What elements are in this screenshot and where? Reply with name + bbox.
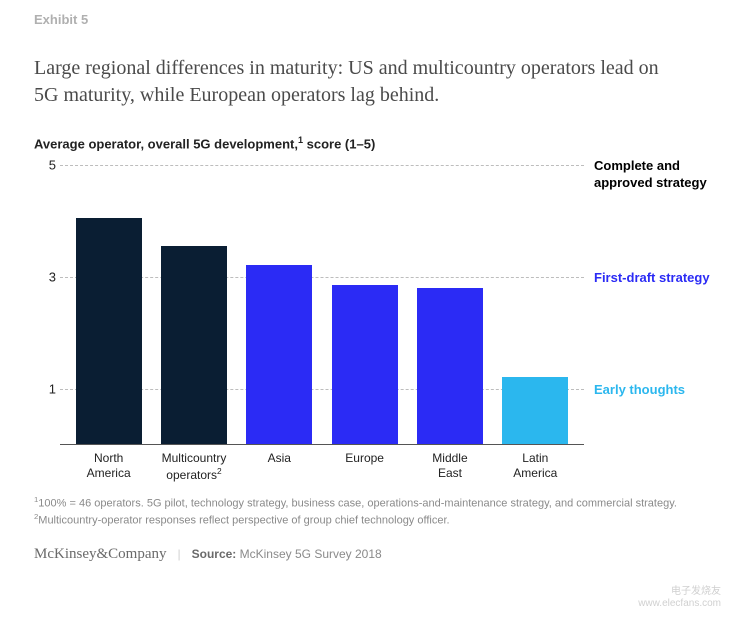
- footnotes: 1100% = 46 operators. 5G pilot, technolo…: [0, 485, 739, 528]
- x-tick-label: NorthAmerica: [76, 451, 142, 482]
- bar: [161, 246, 227, 445]
- bar: [76, 218, 142, 445]
- plot-area: [60, 165, 584, 445]
- chart-title: Large regional differences in maturity: …: [0, 27, 739, 109]
- watermark-line1: 电子发烧友: [638, 586, 721, 598]
- source-text: McKinsey 5G Survey 2018: [240, 547, 382, 561]
- y-tick-label: 3: [34, 270, 56, 285]
- x-axis-labels: NorthAmerica Multicountryoperators2 Asia Eu…: [60, 451, 584, 482]
- watermark: 电子发烧友 www.elecfans.com: [638, 586, 721, 610]
- bar: [246, 265, 312, 444]
- bar: [417, 288, 483, 445]
- bars-container: [60, 165, 584, 444]
- footnote-2: 2Multicountry-operator responses reflect…: [34, 512, 699, 529]
- divider: |: [178, 546, 181, 561]
- x-tick-label: Multicountryoperators2: [161, 451, 227, 482]
- scale-annotation: Early thoughts: [594, 382, 734, 398]
- chart-subtitle: Average operator, overall 5G development…: [0, 109, 739, 151]
- exhibit-label: Exhibit 5: [0, 0, 739, 27]
- watermark-line2: www.elecfans.com: [638, 598, 721, 610]
- scale-annotation: Complete and approved strategy: [594, 158, 734, 191]
- x-tick-label: MiddleEast: [417, 451, 483, 482]
- bar: [502, 377, 568, 444]
- source-line: McKinsey&Company | Source: McKinsey 5G S…: [0, 528, 739, 563]
- brand-logo-text: McKinsey&Company: [34, 546, 167, 562]
- bar-chart: 135 Complete and approved strategyFirst-…: [34, 165, 704, 485]
- source-label: Source:: [192, 547, 237, 561]
- footnote-1: 1100% = 46 operators. 5G pilot, technolo…: [34, 495, 699, 512]
- y-tick-label: 5: [34, 158, 56, 173]
- scale-annotation: First-draft strategy: [594, 270, 734, 286]
- x-tick-label: Europe: [332, 451, 398, 482]
- x-tick-label: LatinAmerica: [502, 451, 568, 482]
- x-tick-label: Asia: [246, 451, 312, 482]
- y-tick-label: 1: [34, 382, 56, 397]
- bar: [332, 285, 398, 445]
